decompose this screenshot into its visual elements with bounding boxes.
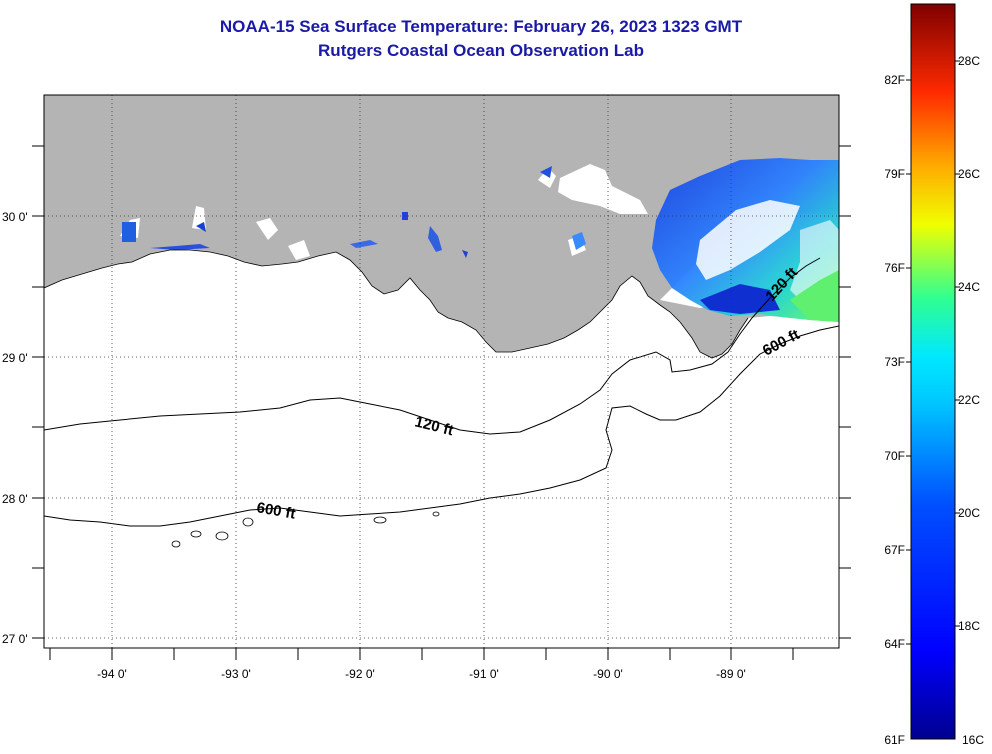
x-tick-label: -89 0' (716, 667, 746, 681)
colorbar-c-label: 16C (962, 733, 984, 747)
x-tick-label: -90 0' (593, 667, 623, 681)
colorbar (910, 3, 956, 740)
small-contour-islands (171, 511, 440, 548)
x-tick-label: -94 0' (97, 667, 127, 681)
colorbar-c-label: 20C (958, 506, 980, 520)
map-title: NOAA-15 Sea Surface Temperature: Februar… (219, 17, 743, 36)
y-tick-label: 30 0' (2, 210, 28, 224)
x-tick-label: -91 0' (469, 667, 499, 681)
colorbar-f-label: 61F (884, 733, 905, 747)
contour-label-600ft: 600 ft (255, 499, 297, 523)
y-tick-label: 29 0' (2, 351, 28, 365)
colorbar-f-label: 67F (884, 543, 905, 557)
tick-marks (32, 145, 851, 660)
land (44, 95, 839, 358)
colorbar-f-label: 79F (884, 167, 905, 181)
map-subtitle: Rutgers Coastal Ocean Observation Lab (318, 41, 644, 60)
x-tick-label: -92 0' (345, 667, 375, 681)
graticule (44, 95, 839, 648)
map-frame (43, 94, 840, 649)
y-tick-label: 27 0' (2, 632, 28, 646)
colorbar-f-label: 82F (884, 73, 905, 87)
colorbar-c-label: 22C (958, 393, 980, 407)
contour-120ft (44, 257, 821, 435)
colorbar-f-label: 76F (884, 261, 905, 275)
sst-data (122, 158, 839, 322)
colorbar-c-label: 18C (958, 619, 980, 633)
y-tick-label: 28 0' (2, 492, 28, 506)
x-tick-label: -93 0' (221, 667, 251, 681)
colorbar-c-label: 24C (958, 280, 980, 294)
map-area (44, 95, 839, 648)
colorbar-ticks (906, 60, 960, 645)
colorbar-f-label: 73F (884, 355, 905, 369)
colorbar-c-label: 26C (958, 167, 980, 181)
coastline (44, 249, 749, 359)
contour-600ft (44, 325, 839, 527)
colorbar-c-label: 28C (958, 54, 980, 68)
colorbar-f-label: 70F (884, 449, 905, 463)
colorbar-f-label: 64F (884, 637, 905, 651)
